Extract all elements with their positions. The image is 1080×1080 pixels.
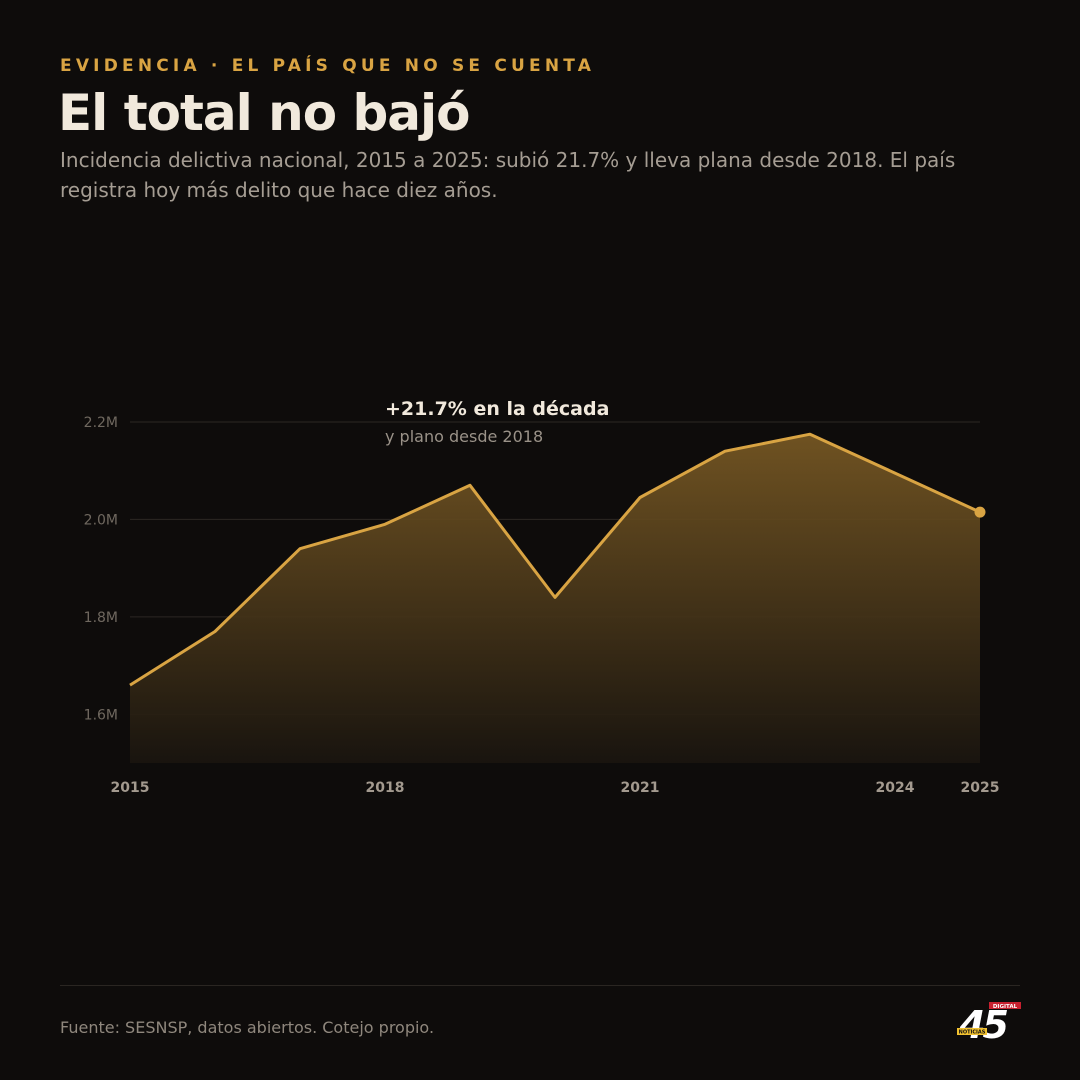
series-line <box>129 432 981 687</box>
logo-badge <box>989 1002 1021 1009</box>
x-tick-label: 2021 <box>621 780 660 796</box>
logo-mark: 45 <box>958 1003 1007 1047</box>
y-tick-label: 2.2M <box>84 415 118 431</box>
area-chart: 1.6M 1.8M 2.0M 2.2M 2015 2018 2021 2024 2025 +2… <box>84 398 1000 796</box>
y-tick-label: 1.6M <box>84 707 118 723</box>
annotation-subtitle: y plano desde 2018 <box>385 427 543 446</box>
x-tick-label: 2024 <box>876 780 915 796</box>
annotation-title: +21.7% en la década <box>385 398 609 420</box>
x-axis: 2015 2018 2021 2024 2025 <box>111 780 1000 796</box>
brand-logo: DIGITAL 45 NOTICIAS <box>957 1002 1021 1047</box>
y-tick-label: 1.8M <box>84 610 118 626</box>
kicker: EVIDENCIA · EL PAÍS QUE NO SE CUENTA <box>60 56 596 76</box>
footer-divider <box>60 985 1020 986</box>
logo-badge-text: DIGITAL <box>993 1004 1018 1010</box>
x-tick-label: 2018 <box>366 780 405 796</box>
source-note: Fuente: SESNSP, datos abiertos. Cotejo p… <box>60 1018 435 1037</box>
y-axis: 1.6M 1.8M 2.0M 2.2M <box>84 415 118 723</box>
x-tick-label: 2015 <box>111 780 150 796</box>
y-tick-label: 2.0M <box>84 512 118 528</box>
last-point-marker <box>974 506 986 518</box>
page-title: El total no bajó <box>58 84 471 142</box>
logo-stripe <box>957 1028 987 1035</box>
logo-sub-text: NOTICIAS <box>959 1030 986 1036</box>
page-subtitle: Incidencia delictiva nacional, 2015 a 20… <box>60 148 956 202</box>
x-tick-label: 2025 <box>961 780 1000 796</box>
